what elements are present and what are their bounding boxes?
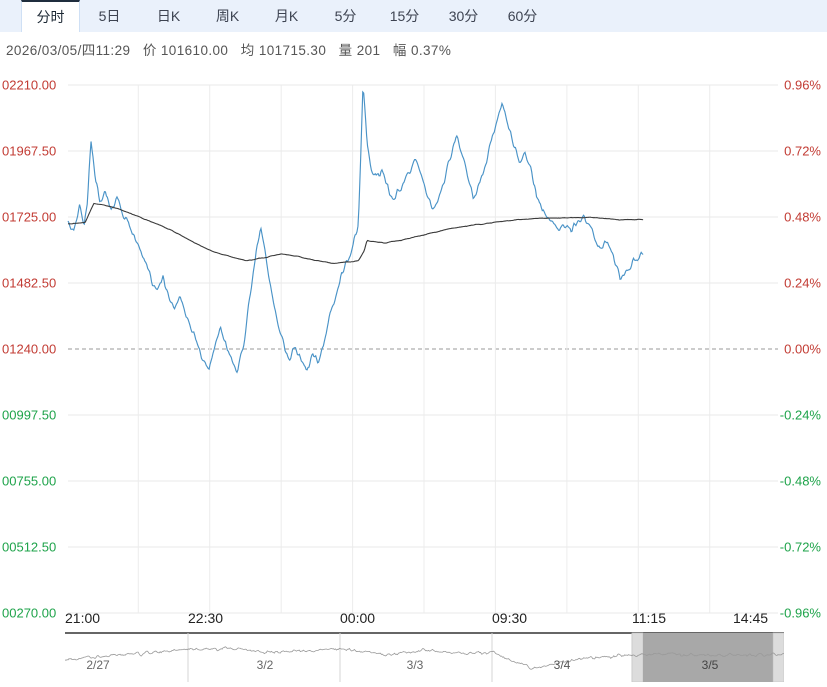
svg-text:2/27: 2/27 [86,658,110,672]
svg-text:3/4: 3/4 [554,658,571,672]
svg-text:3/5: 3/5 [702,658,719,672]
svg-text:3/3: 3/3 [407,658,424,672]
svg-text:3/2: 3/2 [257,658,274,672]
